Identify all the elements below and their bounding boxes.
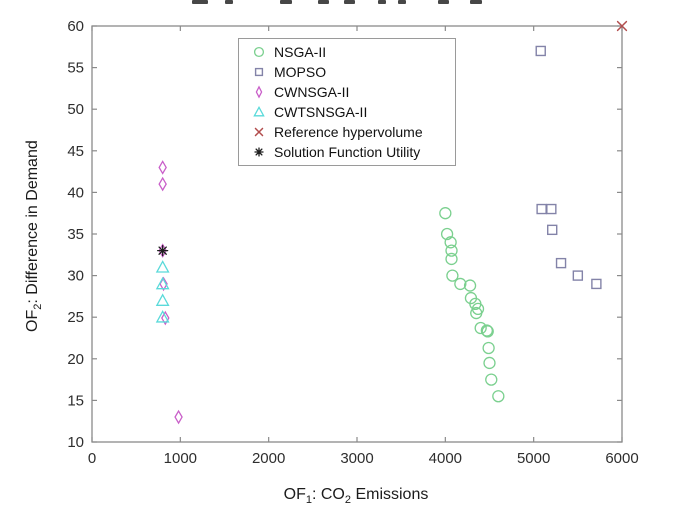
y-tick-label: 35 [67,226,84,243]
legend-label: Reference hypervolume [274,124,423,140]
x-tick-label: 2000 [252,450,285,467]
asterisk-legend-icon [254,147,264,157]
circle-legend-icon [253,46,265,58]
diamond-legend-glyph [255,85,263,99]
legend-item-nsga-ii: NSGA-II [239,42,455,62]
data-point-mopso [546,203,557,215]
x-tick-label: 4000 [429,450,462,467]
y-tick-label: 25 [67,309,84,326]
y-tick-label: 60 [67,18,84,35]
data-point-cwtsnsga-ii [155,293,170,306]
data-point-nsga-ii [463,279,477,292]
data-point-nsga-ii [474,321,487,335]
data-point-mopso [572,270,584,281]
x-tick-label: 1000 [164,450,197,467]
data-point-nsga-ii [470,306,483,320]
y-tick-label: 45 [67,143,84,160]
x-tick-label: 6000 [605,450,638,467]
legend-label: Solution Function Utility [274,144,421,160]
legend-label: CWTSNSGA-II [274,104,368,120]
axis-label-part: Emissions [351,486,429,503]
legend-label: NSGA-II [274,44,327,60]
axis-label-part: OF [23,309,41,332]
axis-label-part: : CO [311,486,345,503]
data-point-cwnsga-ii [158,160,167,175]
axis-label-part: 1 [305,494,312,507]
data-point-reference-hypervolume [616,20,628,32]
data-point-nsga-ii [480,324,494,337]
triangle-legend-glyph [253,106,265,117]
data-point-solution-function-utility [157,244,169,257]
data-point-nsga-ii [492,390,505,403]
square-legend-glyph [254,67,264,77]
legend-item-cwtsnsga-ii: CWTSNSGA-II [239,102,455,122]
x-tick-label: 5000 [517,450,550,467]
y-tick-label: 50 [67,101,84,118]
y-tick-label: 20 [67,351,84,368]
y-tick-label: 40 [67,184,84,201]
data-point-nsga-ii [440,227,454,241]
data-point-nsga-ii [444,236,457,249]
legend-item-solution-function-utility: Solution Function Utility [239,142,455,162]
axis-label-part: 2 [32,303,45,310]
x-legend-glyph [254,127,264,137]
data-point-nsga-ii [445,244,458,257]
x-legend-icon [254,127,264,137]
data-point-nsga-ii [446,269,459,282]
x-tick-label: 3000 [340,450,373,467]
data-point-mopso [547,224,558,236]
y-tick-label: 30 [67,268,84,285]
axis-label-part: 2 [344,494,351,507]
data-point-cwtsnsga-ii [155,310,170,323]
data-point-nsga-ii [485,373,498,386]
triangle-legend-icon [253,106,265,117]
legend-label: MOPSO [274,64,327,80]
data-point-nsga-ii [454,277,467,291]
data-point-nsga-ii [482,341,495,355]
data-point-nsga-ii [483,356,496,370]
data-point-mopso [536,203,547,215]
y-tick-label: 55 [67,60,84,77]
data-point-cwnsga-ii [158,176,167,192]
data-point-nsga-ii [481,325,494,338]
data-point-cwtsnsga-ii [155,276,170,290]
circle-legend-glyph [253,46,265,58]
legend: NSGA-II MOPSO CWNSGA-II CWTSNSGA-II Referenc… [238,38,456,166]
data-point-nsga-ii [445,252,458,266]
square-legend-icon [254,67,264,77]
legend-item-reference-hypervolume: Reference hypervolume [239,122,455,142]
y-axis-label: OF2: Difference in Demand [24,106,44,366]
y-tick-label: 15 [67,392,84,409]
data-point-cwnsga-ii [174,409,183,425]
data-point-cwtsnsga-ii [155,260,170,273]
data-point-cwnsga-ii [161,310,170,326]
legend-item-cwnsga-ii: CWNSGA-II [239,82,455,102]
data-point-mopso [535,45,546,57]
cropped-title-fragments [0,0,676,6]
diamond-legend-icon [255,85,263,99]
data-point-mopso [555,257,567,269]
legend-item-mopso: MOPSO [239,62,455,82]
axis-label-part: : Difference in Demand [23,140,41,304]
data-point-mopso [591,278,602,290]
x-tick-label: 0 [88,450,96,467]
y-tick-label: 10 [67,434,84,451]
x-axis-label: OF1: CO2 Emissions [0,486,676,506]
axis-label-part: OF [283,486,306,503]
data-point-nsga-ii [439,207,452,220]
asterisk-legend-glyph [254,147,264,157]
legend-label: CWNSGA-II [274,84,350,100]
